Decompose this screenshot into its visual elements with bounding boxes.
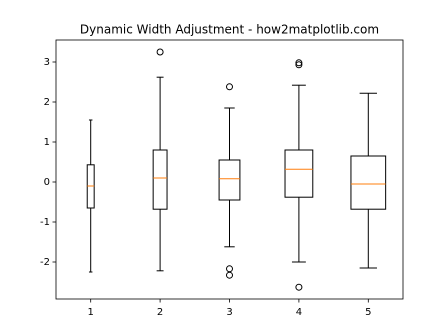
y-tick-label: 3 xyxy=(44,57,50,68)
x-tick-label: 5 xyxy=(365,307,371,318)
box xyxy=(152,149,168,210)
x-tick-label: 1 xyxy=(88,307,94,318)
x-tick-label: 4 xyxy=(296,307,302,318)
flier xyxy=(226,271,233,279)
box xyxy=(284,149,314,198)
box xyxy=(218,159,241,201)
flier xyxy=(295,61,303,69)
y-tick-label: 1 xyxy=(44,137,50,148)
flier xyxy=(226,83,233,91)
y-tick-label: 0 xyxy=(44,177,50,188)
box xyxy=(350,155,387,210)
flier xyxy=(295,283,303,291)
y-tick-label: -1 xyxy=(40,217,50,228)
y-tick-label: 2 xyxy=(44,97,50,108)
flier xyxy=(156,48,164,56)
x-tick-label: 2 xyxy=(157,307,163,318)
flier xyxy=(295,59,303,67)
x-tick-label: 3 xyxy=(226,307,232,318)
y-tick-label: -2 xyxy=(40,257,50,268)
chart-title: Dynamic Width Adjustment - how2matplotli… xyxy=(80,23,379,37)
